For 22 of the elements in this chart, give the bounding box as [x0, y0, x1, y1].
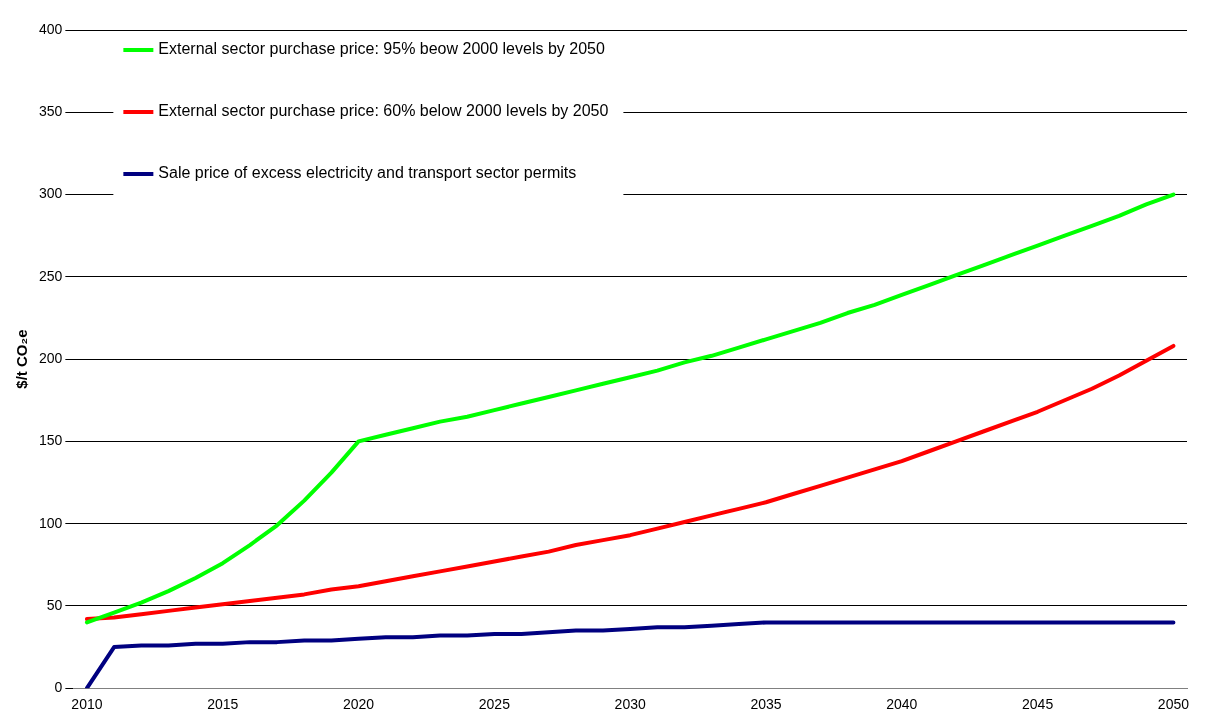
legend-label: Sale price of excess electricity and transport sector permits [158, 164, 577, 182]
y-tick-label: 150 [39, 432, 63, 449]
x-tick-label: 2030 [614, 696, 646, 713]
y-tick-label: 400 [39, 20, 63, 37]
x-tick-label: 2035 [750, 696, 782, 713]
y-tick-label: 350 [39, 103, 63, 120]
x-tick-label: 2015 [207, 696, 239, 713]
y-tick-label: 300 [39, 185, 63, 202]
legend-label: External sector purchase price: 95% beow 2000 levels by 2050 [158, 40, 605, 58]
y-tick-label: 100 [39, 514, 63, 531]
x-tick-label: 2050 [1157, 696, 1190, 713]
x-tick-label: 2020 [342, 696, 375, 713]
y-tick-label: 200 [39, 349, 63, 366]
legend-label: External sector purchase price: 60% below 2000 levels by 2050 [158, 102, 609, 120]
x-tick-label: 2045 [1022, 696, 1054, 713]
x-tick-label: 2040 [886, 696, 918, 713]
y-axis-title: $/t CO₂e [13, 329, 31, 389]
y-tick-label: 0 [54, 679, 63, 696]
x-tick-label: 2010 [71, 696, 103, 713]
x-tick-label: 2025 [478, 696, 511, 713]
y-tick-label: 50 [46, 596, 63, 613]
y-tick-label: 250 [39, 267, 63, 284]
